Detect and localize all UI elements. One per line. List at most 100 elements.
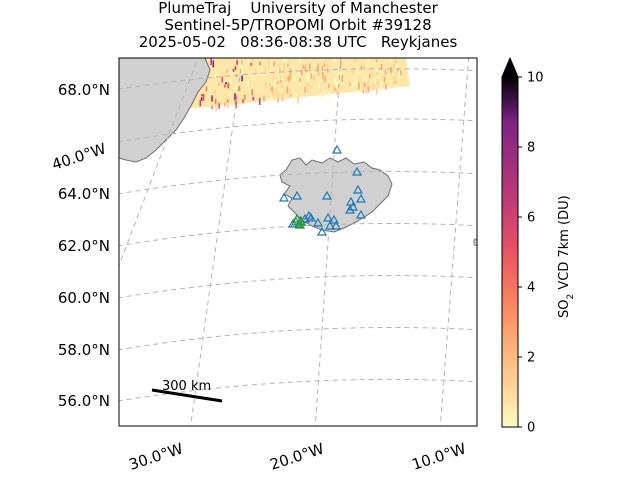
swath-pixel xyxy=(205,86,208,92)
swath-pixel xyxy=(372,83,375,91)
volcano-marker xyxy=(345,196,357,206)
swath-pixel xyxy=(310,73,313,79)
swath-pixel xyxy=(251,85,253,91)
colorbar-tick-label: 4 xyxy=(527,281,535,296)
swath-pixel xyxy=(270,96,273,101)
swath-pixel xyxy=(325,58,327,63)
swath-pixel xyxy=(273,61,275,67)
swath-pixel xyxy=(207,87,210,90)
swath-pixel xyxy=(234,102,237,106)
swath-pixel xyxy=(233,102,235,107)
swath-pixel xyxy=(211,105,213,110)
swath-pixel xyxy=(279,76,282,80)
swath-pixel xyxy=(394,81,396,85)
swath-pixel xyxy=(327,68,329,73)
volcano-marker xyxy=(291,190,303,200)
swath-pixel xyxy=(362,90,365,94)
swath-pixel xyxy=(370,76,372,80)
volcano-marker xyxy=(347,201,359,211)
swath-pixel xyxy=(377,75,380,79)
swath-pixel xyxy=(318,82,321,89)
swath-pixel xyxy=(324,76,326,82)
swath-pixel xyxy=(302,65,304,69)
swath-pixel xyxy=(359,78,361,81)
volcano-marker xyxy=(331,144,343,154)
volcano-marker xyxy=(287,218,299,228)
swath-pixel xyxy=(227,83,229,89)
colorbar-tick-label: 6 xyxy=(527,211,535,226)
lat-label: 56.0°N xyxy=(58,392,110,410)
swath-pixel xyxy=(214,72,217,78)
swath-pixel xyxy=(376,68,378,73)
swath-pixel xyxy=(284,74,286,82)
swath-pixel xyxy=(270,60,273,68)
swath-pixel xyxy=(358,82,360,90)
swath-pixel xyxy=(395,60,398,63)
swath-pixel xyxy=(254,69,257,73)
swath-pixel xyxy=(306,83,309,87)
swath-pixel xyxy=(276,81,279,84)
latitude-labels: 68.0°N 64.0°N 62.0°N 60.0°N 58.0°N 56.0°… xyxy=(58,81,110,410)
swath-pixel xyxy=(283,68,286,73)
swath-pixel xyxy=(263,95,265,102)
graticule-parallel xyxy=(119,68,477,90)
swath-pixel xyxy=(226,99,229,103)
swath-pixel xyxy=(385,84,387,90)
swath-pixel xyxy=(268,58,270,65)
swath-pixel xyxy=(201,94,203,97)
swath-pixel xyxy=(334,77,336,84)
swath-pixel xyxy=(340,75,343,81)
swath-pixel xyxy=(291,66,294,74)
swath-pixel xyxy=(258,98,261,105)
swath-pixel xyxy=(280,80,282,83)
swath-pixel xyxy=(313,74,316,81)
swath-pixel xyxy=(200,97,203,101)
swath-pixel xyxy=(281,87,283,95)
swath-pixel xyxy=(202,93,205,101)
swath-pixel xyxy=(221,76,224,83)
swath-pixel xyxy=(349,83,352,86)
volcano-marker xyxy=(305,212,317,222)
swath-pixel xyxy=(392,73,395,78)
swath-pixel xyxy=(242,99,244,104)
swath-pixel xyxy=(275,88,278,96)
colorbar-gradient xyxy=(501,76,519,428)
swath-pixel xyxy=(376,78,379,85)
swath-pixel xyxy=(314,63,317,67)
swath-pixel xyxy=(304,87,306,93)
lon-label: 20.0°W xyxy=(268,439,327,473)
swath-pixel xyxy=(293,95,296,100)
swath-pixel xyxy=(230,80,232,85)
swath-pixel xyxy=(300,80,302,85)
swath-pixel xyxy=(322,58,325,62)
colorbar-tick-label: 10 xyxy=(527,71,544,86)
swath-pixel xyxy=(287,76,290,82)
swath-pixel xyxy=(281,75,284,81)
swath-pixel xyxy=(322,72,324,79)
swath-pixel xyxy=(356,71,359,75)
swath-pixel xyxy=(277,96,280,100)
scale-bar xyxy=(151,388,223,403)
swath-pixel xyxy=(239,63,241,67)
swath-pixel xyxy=(332,85,335,91)
lat-label: 58.0°N xyxy=(58,341,110,359)
swath-pixel xyxy=(336,80,339,85)
swath-pixel xyxy=(263,69,266,72)
swath-pixel xyxy=(283,62,285,69)
swath-pixel xyxy=(301,69,303,76)
swath-pixel xyxy=(335,81,337,89)
swath-pixel xyxy=(323,60,325,65)
swath-pixel xyxy=(236,60,238,65)
swath-pixel xyxy=(390,67,392,73)
swath-pixel xyxy=(353,62,356,65)
swath-pixel xyxy=(334,87,336,91)
title-line-2: Sentinel-5P/TROPOMI Orbit #39128 xyxy=(164,16,432,34)
active-volcano-markers xyxy=(291,213,307,228)
swath-pixel xyxy=(248,59,250,66)
graticule-parallel xyxy=(119,378,477,402)
swath-pixel xyxy=(259,61,261,66)
swath-pixel xyxy=(391,67,394,73)
swath-pixel xyxy=(288,88,290,95)
swath-pixel xyxy=(395,66,398,70)
